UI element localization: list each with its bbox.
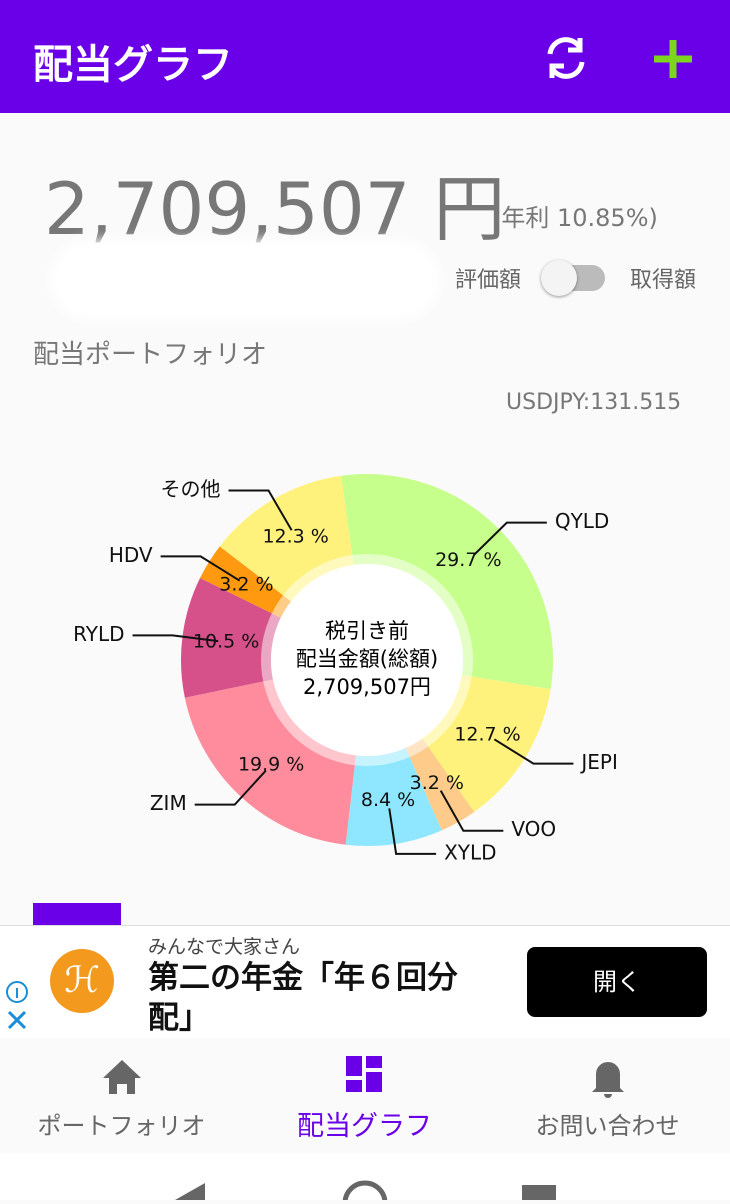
donut-slice xyxy=(345,747,442,846)
center-text: 配当金額(総額) xyxy=(296,647,438,671)
value-label: 19.9 % xyxy=(238,753,304,775)
value-label: 8.4 % xyxy=(361,789,415,811)
value-label: 29.7 % xyxy=(435,549,501,571)
donut-chart: 29.7 % QYLD 12.7 % JEPI 3.2 % VOO 8.4 % XYLD 19.… xyxy=(73,474,618,864)
leader-line xyxy=(439,790,504,832)
nav-item[interactable]: お問い合わせ xyxy=(535,1112,680,1140)
svg-text:ℋ: ℋ xyxy=(64,960,100,1001)
system-nav-icons xyxy=(175,1180,556,1204)
donut-hole-top xyxy=(279,572,455,748)
ad-open-button[interactable]: 開く xyxy=(527,947,707,1017)
category-label: QYLD xyxy=(555,509,610,533)
value-label: 12.7 % xyxy=(454,724,520,746)
leader-line xyxy=(388,808,437,855)
value-label: 12.3 % xyxy=(262,526,328,548)
center-text: 2,709,507円 xyxy=(303,675,431,699)
category-label: RYLD xyxy=(73,622,124,646)
app-bar: 配当グラフ xyxy=(0,0,730,113)
value-label: 10.5 % xyxy=(193,631,259,653)
nav-icons xyxy=(103,1056,624,1098)
category-label: XYLD xyxy=(444,840,496,864)
toggle-right-label: 取得額 xyxy=(630,268,697,293)
nav-item[interactable]: 配当グラフ xyxy=(297,1111,432,1142)
value-label: 3.2 % xyxy=(219,573,273,595)
category-label: その他 xyxy=(161,477,221,501)
ad-banner[interactable]: ℋ みんなで大家さん 第二の年金「年６回分配」 開く xyxy=(0,925,730,1039)
nav-item[interactable]: ポートフォリオ xyxy=(37,1112,206,1140)
ad-headline: 第二の年金「年６回分配」 xyxy=(148,960,458,1036)
leader-line xyxy=(160,555,241,582)
category-label: JEPI xyxy=(579,750,618,774)
category-label: VOO xyxy=(511,817,556,841)
center-text: 税引き前 xyxy=(325,619,409,643)
donut-slice xyxy=(184,679,356,845)
leader-line xyxy=(194,770,267,806)
category-label: ZIM xyxy=(150,791,187,815)
ad-sponsor: みんなで大家さん xyxy=(148,936,301,958)
section-title: 配当ポートフォリオ xyxy=(33,340,268,370)
leader-line xyxy=(493,738,574,765)
donut-slice xyxy=(341,474,553,690)
leader-line xyxy=(228,489,293,531)
annual-yield: (年利 10.85%) xyxy=(492,204,658,232)
value-label: 3.2 % xyxy=(410,772,464,794)
donut-slice xyxy=(405,738,475,831)
toggle-left-label: 評価額 xyxy=(455,268,522,293)
total-amount: 2,709,507 円 xyxy=(44,167,506,251)
app-bar-icons xyxy=(547,37,692,79)
donut-slice xyxy=(200,546,292,618)
ad-icons: ℋ xyxy=(6,949,114,1030)
refresh-button[interactable] xyxy=(547,37,585,79)
bottom-nav: ポートフォリオ 配当グラフ お問い合わせ xyxy=(0,1038,730,1153)
legend-swatch xyxy=(33,903,121,925)
category-label: HDV xyxy=(109,543,153,567)
system-nav xyxy=(0,1153,730,1204)
toggle-knob xyxy=(541,260,577,296)
toggle[interactable] xyxy=(541,260,605,296)
app-title: 配当グラフ xyxy=(33,42,233,88)
fx-rate: USDJPY:131.515 xyxy=(506,390,682,415)
donut-slice xyxy=(181,578,281,698)
blurred-area xyxy=(50,240,440,320)
add-button[interactable] xyxy=(654,40,692,78)
leader-line xyxy=(132,634,219,643)
leader-line xyxy=(473,521,547,556)
